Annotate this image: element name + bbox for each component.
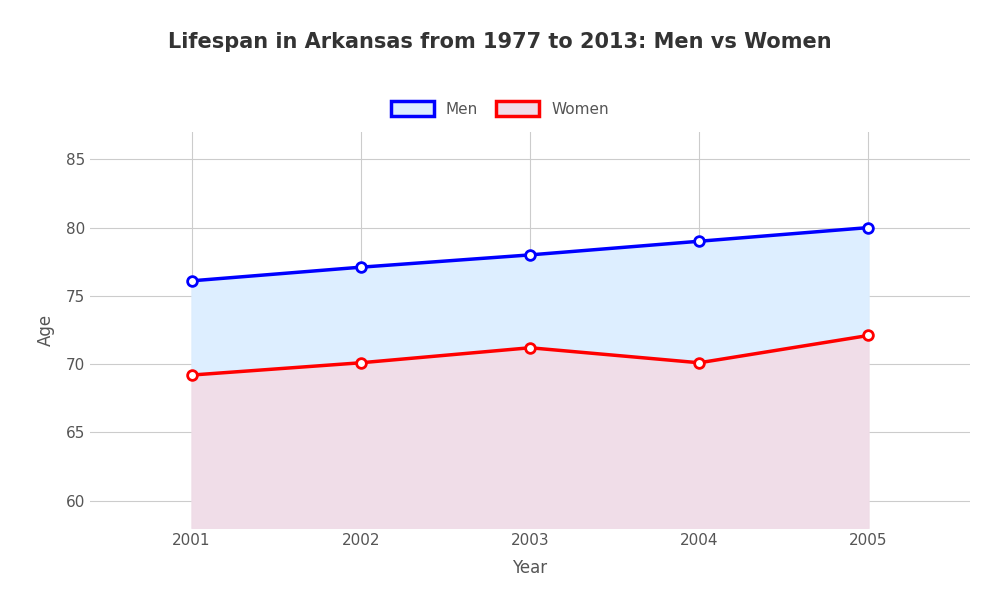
Y-axis label: Age: Age bbox=[37, 314, 55, 346]
X-axis label: Year: Year bbox=[512, 559, 548, 577]
Text: Lifespan in Arkansas from 1977 to 2013: Men vs Women: Lifespan in Arkansas from 1977 to 2013: … bbox=[168, 32, 832, 52]
Legend: Men, Women: Men, Women bbox=[385, 95, 615, 123]
